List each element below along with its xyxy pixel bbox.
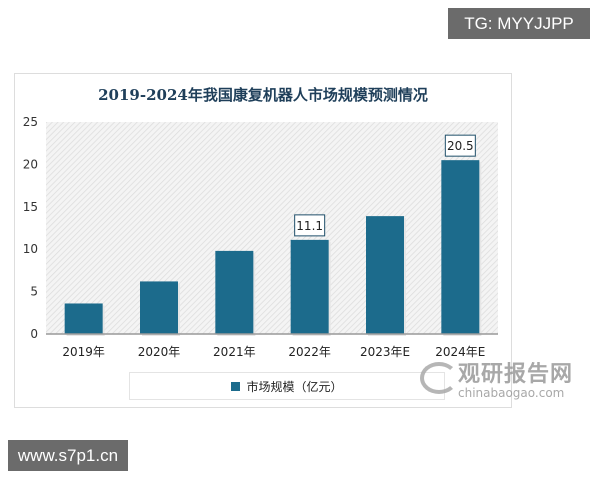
chart-card: 2019-2024年我国康复机器人市场规模预测情况 0 5 10 15 20 25 2019… [14, 73, 512, 408]
y-tick-label: 10 [23, 242, 38, 256]
data-label-box [444, 134, 476, 157]
x-tick-label: 2023年E [360, 345, 410, 359]
legend: 市场规模（亿元） [129, 372, 445, 400]
bar [366, 216, 404, 334]
plot-background [46, 122, 498, 334]
y-tick-label: 15 [23, 200, 38, 214]
data-label: 20.5 [447, 139, 474, 153]
data-label-box [294, 214, 326, 237]
y-tick-label: 25 [23, 115, 38, 129]
x-tick-label: 2020年 [138, 345, 181, 359]
y-tick-label: 5 [30, 285, 38, 299]
watermark-logo-icon [420, 362, 458, 394]
bar-chart: 0 5 10 15 20 25 2019年 2020年 2021年 2022年 2023年E 2024… [23, 115, 498, 359]
legend-label: 市场规模（亿元） [246, 379, 343, 394]
bar [140, 281, 178, 334]
bar [64, 303, 103, 334]
x-tick-label: 2021年 [213, 345, 256, 359]
legend-swatch [231, 381, 241, 391]
bottom-tag: www.s7p1.cn [8, 440, 128, 471]
x-tick-label: 2019年 [62, 345, 105, 359]
y-tick-label: 0 [30, 327, 38, 341]
watermark-en: chinabaogao.com [458, 386, 565, 400]
bar [215, 250, 254, 334]
top-tag: TG: MYYJJPP [448, 8, 590, 39]
x-tick-label: 2024年E [435, 345, 485, 359]
chart-title: 2019-2024年我国康复机器人市场规模预测情况 [98, 86, 428, 104]
data-label: 11.1 [296, 219, 323, 233]
x-tick-label: 2022年 [288, 345, 331, 359]
bar [441, 160, 480, 334]
watermark-cn: 观研报告网 [458, 362, 574, 387]
bar [290, 239, 329, 334]
watermark: 观研报告网 chinabaogao.com [420, 356, 573, 400]
y-tick-label: 20 [23, 157, 38, 171]
